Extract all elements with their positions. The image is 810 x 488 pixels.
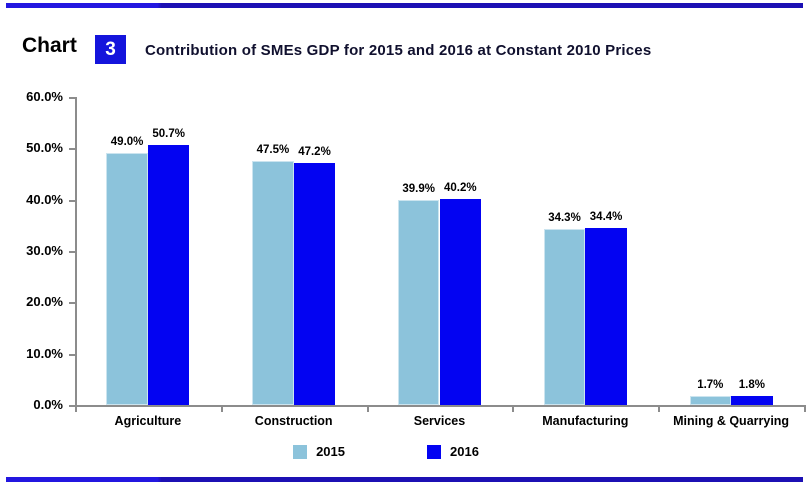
category-label: Services — [413, 414, 466, 428]
x-axis-tick-mark — [658, 407, 661, 412]
x-axis-tick-mark — [804, 407, 806, 412]
y-axis-tick-label: 20.0% — [26, 294, 63, 310]
legend-label-2016: 2016 — [450, 444, 479, 459]
y-axis-tick-label: 10.0% — [26, 345, 63, 361]
legend: 2015 2016 — [0, 444, 772, 459]
chart-title: Contribution of SMEs GDP for 2015 and 20… — [145, 42, 652, 59]
legend-swatch-2015 — [293, 444, 308, 459]
chart-number-badge: 3 — [95, 35, 126, 64]
category-label: Agriculture — [114, 414, 182, 428]
category-label: Mining & Quarrying — [673, 414, 790, 428]
category-label: Manufacturing — [542, 414, 629, 428]
y-axis-tick-label: 40.0% — [26, 191, 63, 207]
legend-item-2015: 2015 — [293, 444, 345, 459]
legend-label-2015: 2015 — [316, 444, 345, 459]
y-axis-tick-label: 50.0% — [26, 140, 63, 156]
legend-swatch-2016 — [427, 444, 441, 459]
y-axis-tick-label: 30.0% — [26, 243, 63, 258]
legend-item-2016: 2016 — [427, 444, 479, 459]
bottom-divider — [6, 477, 803, 482]
x-axis-tick-mark — [512, 407, 515, 412]
plot-area — [75, 97, 806, 407]
x-axis-tick-mark — [366, 407, 369, 412]
top-divider — [6, 3, 803, 8]
chart-word: Chart — [22, 34, 77, 57]
x-axis-tick-mark — [75, 407, 77, 412]
category-label: Construction — [254, 414, 333, 428]
x-axis-tick-mark — [220, 407, 223, 412]
y-axis-tick-label: 60.0% — [26, 89, 63, 104]
y-axis-tick-label: 0.0% — [33, 397, 63, 412]
